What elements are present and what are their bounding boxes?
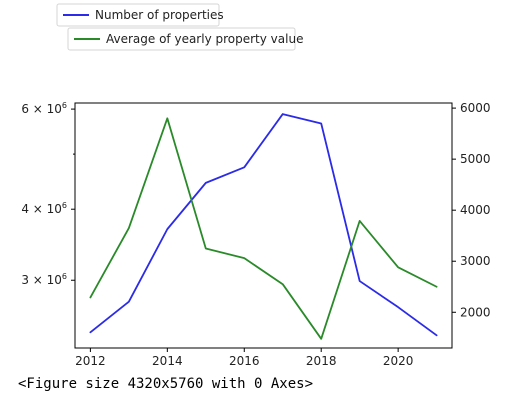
y-right-tick-label: 5000	[460, 152, 491, 166]
legend-label-number-of-properties: Number of properties	[95, 8, 224, 22]
legend-item-average-yearly-property-value: Average of yearly property value	[67, 27, 303, 51]
series-line-average-yearly-property-value	[89, 117, 438, 340]
y-right-tick-label: 2000	[460, 305, 491, 319]
x-tick-label: 2014	[152, 354, 183, 368]
legend-box-number-of-properties	[56, 3, 220, 27]
figure-caption: <Figure size 4320x5760 with 0 Axes>	[18, 376, 314, 392]
x-tick-label: 2020	[383, 354, 414, 368]
series-layer	[89, 113, 438, 340]
legend-box-average-yearly-property-value	[67, 27, 296, 51]
y-right-tick-label: 6000	[460, 101, 491, 115]
series-line-number-of-properties	[89, 113, 438, 337]
axes-layer: 2012 2014 2016 2018 2020 3 × 106 4 × 106 6 × 10…	[21, 101, 490, 368]
y-right-tick-label: 3000	[460, 254, 491, 268]
legend-item-number-of-properties: Number of properties	[56, 3, 224, 27]
plot-frame	[74, 102, 453, 349]
y-left-tick-label: 6 × 106	[21, 101, 67, 116]
x-tick-label: 2018	[306, 354, 337, 368]
y-right-tick-label: 4000	[460, 203, 491, 217]
x-tick-label: 2016	[229, 354, 260, 368]
legend-label-average-yearly-property-value: Average of yearly property value	[106, 32, 303, 46]
x-tick-label: 2012	[75, 354, 106, 368]
y-left-tick-label: 3 × 106	[21, 272, 67, 287]
y-left-tick-label: 4 × 106	[21, 201, 67, 216]
plot-area: 2012 2014 2016 2018 2020 3 × 106 4 × 106 6 × 10…	[21, 101, 490, 368]
